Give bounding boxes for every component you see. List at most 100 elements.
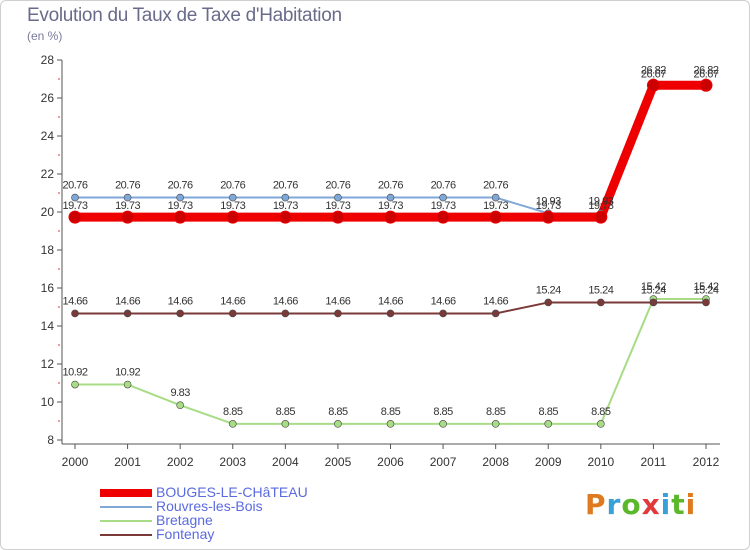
x-tick-label: 2011 [641, 455, 667, 469]
data-label: 19.93 [588, 195, 613, 207]
series-points [68, 78, 713, 428]
y-tick-label: 26 [41, 91, 55, 105]
data-point [71, 309, 79, 318]
data-point [228, 420, 237, 428]
data-point [491, 420, 500, 428]
data-point [281, 193, 290, 202]
data-label: 14.66 [62, 295, 87, 307]
data-label: 8.85 [223, 406, 243, 418]
brand-letter: i [685, 488, 697, 521]
data-point [699, 78, 713, 92]
data-point [71, 380, 79, 389]
data-label: 20.76 [378, 180, 403, 192]
data-point [597, 420, 605, 428]
data-point [386, 309, 395, 318]
brand-letter: x [641, 488, 661, 521]
series-lines [70, 80, 711, 425]
x-tick-label: 2005 [325, 455, 352, 469]
data-label: 19.73 [220, 200, 245, 212]
data-point [334, 193, 342, 202]
data-label: 20.76 [273, 180, 298, 192]
legend-item: Bretagne [100, 512, 360, 528]
data-point [281, 309, 290, 318]
x-tick-label: 2004 [272, 455, 299, 469]
legend-label: Rouvres-les-Bois [156, 498, 263, 514]
data-label: 15.24 [693, 284, 718, 296]
data-point [334, 309, 342, 318]
data-point [123, 193, 132, 202]
legend-swatch [100, 506, 152, 508]
data-point [491, 309, 500, 318]
x-tick-label: 2012 [693, 455, 720, 469]
data-point [597, 298, 605, 307]
data-point [439, 309, 447, 318]
x-tick-label: 2010 [587, 455, 614, 469]
data-point [386, 420, 395, 428]
data-point [331, 210, 345, 224]
brand-logo: Proxiti [585, 488, 696, 521]
legend-swatch [100, 520, 152, 522]
data-label: 8.85 [486, 406, 506, 418]
legend-swatch [100, 489, 152, 497]
data-label: 19.73 [431, 200, 456, 212]
data-label: 20.76 [483, 180, 508, 192]
data-point [436, 210, 450, 224]
data-label: 8.85 [591, 406, 611, 418]
data-label: 9.83 [170, 387, 190, 399]
data-label: 14.66 [115, 295, 140, 307]
data-point [439, 193, 447, 202]
data-label: 15.24 [588, 284, 613, 296]
data-label: 19.73 [536, 200, 561, 212]
x-tick-label: 2006 [377, 455, 404, 469]
data-point [489, 210, 503, 224]
data-label: 14.66 [220, 295, 245, 307]
legend-item: Fontenay [100, 527, 360, 542]
axes: 8 10 12 14 16 18 20 22 24 26 28 2000 2001 2002 2003 200… [41, 53, 720, 469]
y-tick-label: 12 [41, 357, 55, 371]
y-tick-label: 28 [41, 53, 55, 67]
data-label: 8.85 [539, 406, 559, 418]
y-tick-label: 18 [41, 243, 55, 257]
data-label: 15.24 [536, 284, 561, 296]
data-point [173, 210, 187, 224]
data-label: 26.82 [693, 64, 718, 76]
data-label: 26.82 [641, 64, 666, 76]
data-point [176, 193, 184, 202]
data-label: 19.93 [536, 195, 561, 207]
data-label: 14.66 [378, 295, 403, 307]
data-point [71, 193, 79, 202]
data-point [228, 193, 237, 202]
data-label: 20.76 [220, 180, 245, 192]
data-label: 20.76 [325, 180, 350, 192]
data-label: 19.73 [588, 200, 613, 212]
data-label: 26.67 [641, 68, 666, 80]
brand-letter: r [606, 488, 622, 521]
legend-label: Bretagne [156, 512, 213, 528]
data-point [278, 210, 292, 224]
x-tick-label: 2001 [114, 455, 141, 469]
data-label: 14.66 [325, 295, 350, 307]
x-tick-label: 2000 [62, 455, 89, 469]
data-label: 8.85 [276, 406, 296, 418]
data-point [649, 298, 658, 307]
y-tick-label: 14 [41, 319, 55, 333]
data-point [123, 309, 132, 318]
data-label: 15.24 [641, 284, 666, 296]
legend-item: BOUGES-LE-CHâTEAU [100, 485, 360, 500]
x-tick-label: 2007 [430, 455, 457, 469]
data-point [123, 380, 132, 389]
data-label: 14.66 [273, 295, 298, 307]
data-point [281, 420, 290, 428]
data-label: 19.73 [62, 200, 87, 212]
brand-letter: i [660, 488, 672, 521]
brand-letter: t [671, 488, 686, 521]
data-label: 20.76 [62, 180, 87, 192]
y-tick-label: 22 [41, 167, 55, 181]
data-point [68, 210, 82, 224]
data-label: 8.85 [381, 406, 401, 418]
data-point [176, 309, 184, 318]
legend: BOUGES-LE-CHâTEAU Rouvres-les-Bois Bretagn… [100, 485, 360, 542]
data-label: 15.42 [641, 281, 666, 293]
